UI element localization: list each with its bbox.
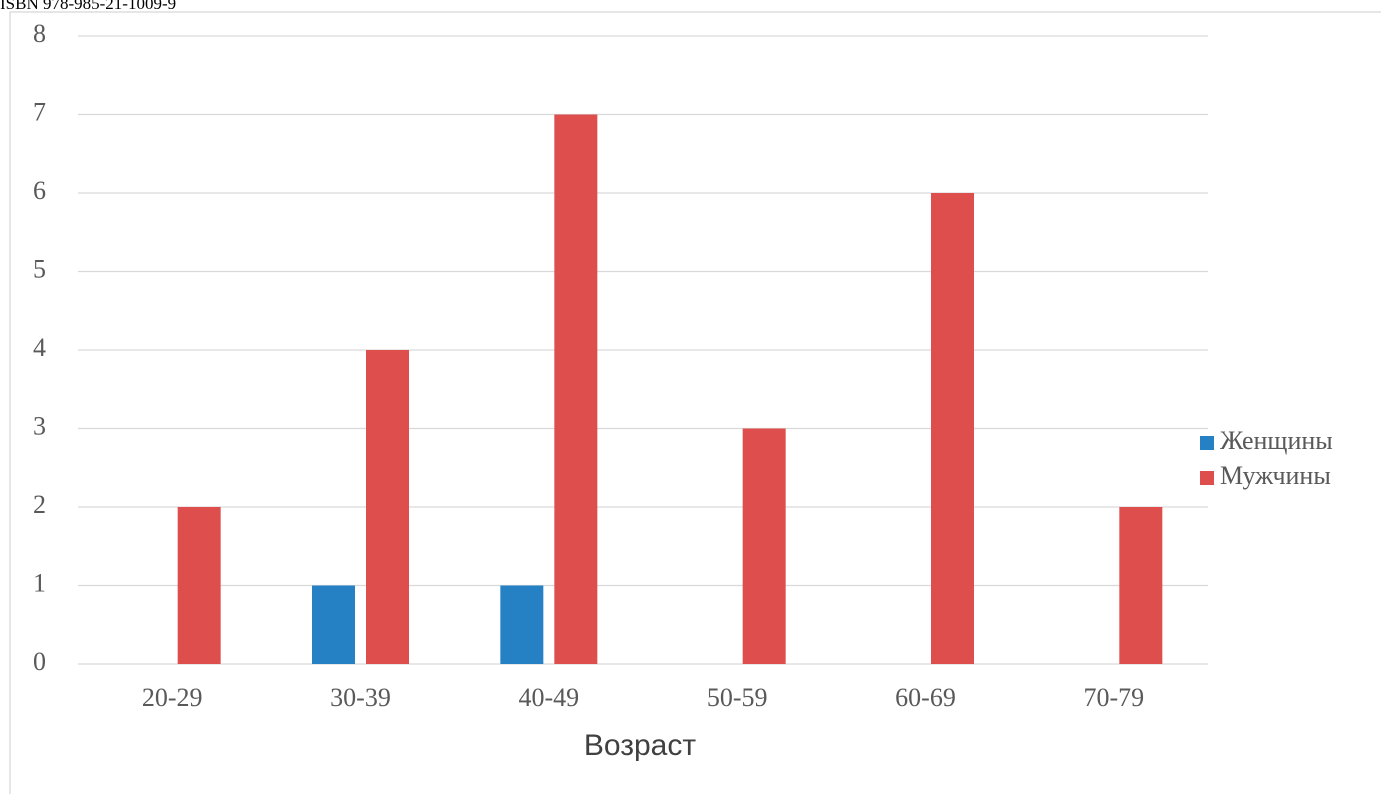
- legend-label: Мужчины: [1220, 461, 1331, 490]
- bar: [366, 350, 409, 664]
- x-tick-label: 50-59: [707, 683, 768, 712]
- x-axis-title: Возраст: [584, 729, 696, 762]
- bar: [1119, 507, 1163, 664]
- chart-frame: [9, 11, 1381, 794]
- bar: [931, 193, 974, 664]
- y-tick-label: 2: [33, 490, 46, 519]
- annotation: ISBN 978-985-21-1009-9: [0, 0, 176, 13]
- x-tick-label: 20-29: [142, 683, 203, 712]
- y-tick-label: 5: [33, 254, 46, 283]
- legend-swatch: [1200, 436, 1214, 450]
- y-tick-label: 1: [33, 568, 46, 597]
- y-tick-label: 0: [33, 647, 46, 676]
- y-tick-label: 3: [33, 411, 46, 440]
- legend-swatch: [1200, 471, 1214, 485]
- x-tick-label: 30-39: [330, 683, 391, 712]
- x-tick-label: 60-69: [895, 683, 956, 712]
- y-tick-label: 6: [33, 176, 46, 205]
- y-tick-label: 4: [33, 333, 46, 362]
- x-tick-label: 70-79: [1083, 683, 1144, 712]
- bar: [177, 507, 221, 664]
- bar: [312, 585, 355, 664]
- y-tick-label: 7: [33, 97, 46, 126]
- bar: [742, 428, 786, 664]
- bar: [554, 114, 598, 664]
- bar: [500, 585, 544, 664]
- x-tick-label: 40-49: [518, 683, 579, 712]
- y-tick-label: 8: [33, 19, 46, 48]
- legend-label: Женщины: [1220, 426, 1333, 455]
